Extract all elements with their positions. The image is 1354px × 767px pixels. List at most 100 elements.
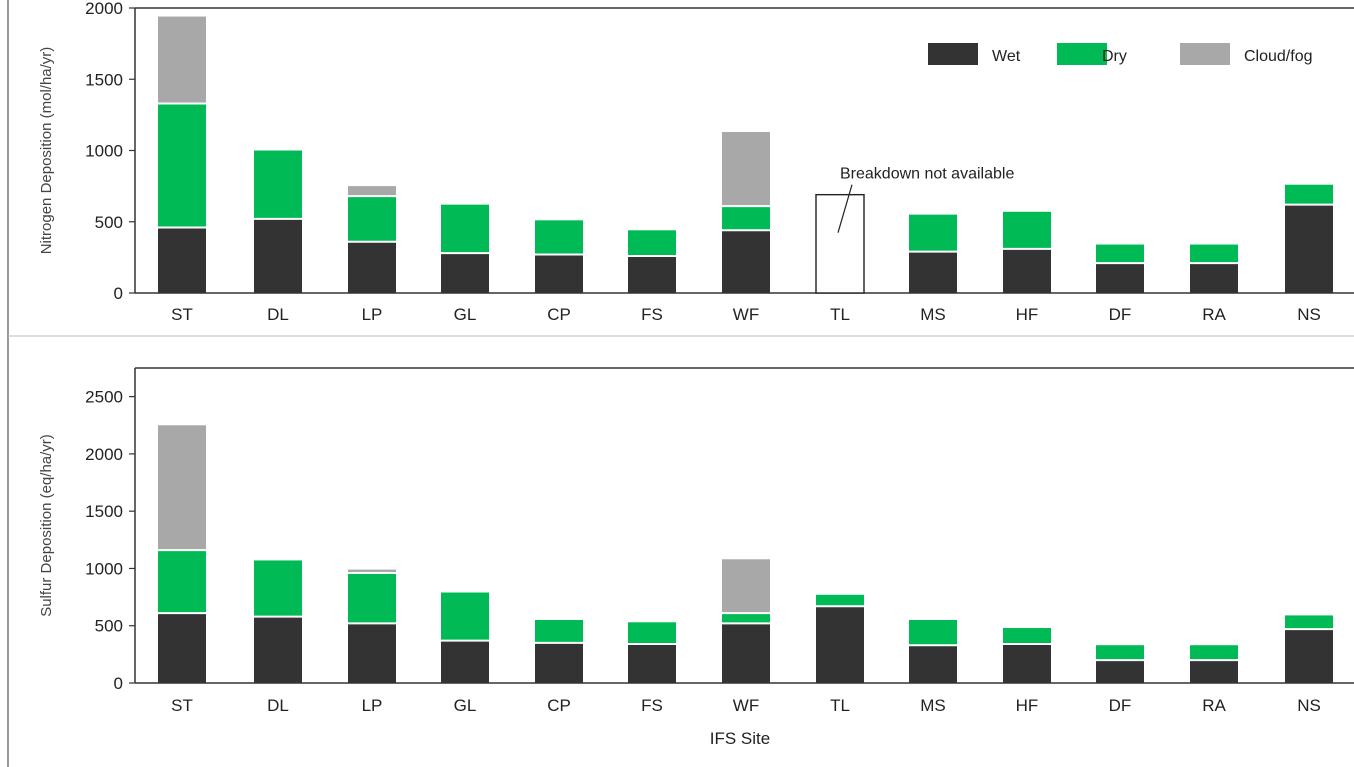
x-tick-label-df: DF bbox=[1109, 696, 1132, 715]
y-tick-label: 1000 bbox=[85, 559, 123, 578]
x-tick-label-ms: MS bbox=[920, 696, 946, 715]
x-tick-label-tl: TL bbox=[830, 696, 850, 715]
bar-wet-st bbox=[158, 227, 206, 293]
x-tick-label-tl: TL bbox=[830, 305, 850, 324]
x-tick-label-df: DF bbox=[1109, 305, 1132, 324]
x-tick-label-dl: DL bbox=[267, 696, 289, 715]
annotation-breakdown: Breakdown not available bbox=[840, 166, 1014, 183]
bar-wet-ms bbox=[909, 251, 957, 293]
x-tick-label-fs: FS bbox=[641, 305, 663, 324]
bar-wet-df bbox=[1096, 660, 1144, 683]
bar-dry-ra bbox=[1190, 244, 1238, 264]
legend: Wet Dry Cloud/fog bbox=[928, 43, 1313, 65]
legend-swatch-wet bbox=[928, 43, 978, 65]
x-tick-label-ra: RA bbox=[1202, 305, 1226, 324]
bar-wet-dl bbox=[254, 218, 302, 293]
bar-wet-df bbox=[1096, 263, 1144, 293]
bar-dry-ra bbox=[1190, 645, 1238, 661]
bar-wet-wf bbox=[722, 230, 770, 293]
bar-dry-hf bbox=[1003, 628, 1051, 645]
x-tick-label-cp: CP bbox=[547, 305, 571, 324]
bar-dry-wf bbox=[722, 206, 770, 231]
bar-cloud-wf bbox=[722, 131, 770, 207]
legend-label-cloud: Cloud/fog bbox=[1244, 48, 1313, 65]
sulfur-panel: 0 500 1000 1500 2000 2500 Sulfur Deposition (e… bbox=[38, 367, 1354, 715]
bar-cloud-st bbox=[158, 16, 206, 104]
bar-dry-dl bbox=[254, 150, 302, 219]
bar-dry-ms bbox=[909, 620, 957, 646]
bar-wet-lp bbox=[348, 241, 396, 293]
x-tick-label-ns: NS bbox=[1297, 305, 1321, 324]
bar-dry-tl bbox=[816, 594, 864, 607]
bar-wet-hf bbox=[1003, 248, 1051, 293]
x-tick-label-fs: FS bbox=[641, 696, 663, 715]
x-tick-label-wf: WF bbox=[733, 696, 759, 715]
bar-cloud-lp bbox=[348, 186, 396, 197]
legend-label-dry: Dry bbox=[1102, 48, 1127, 65]
y-tick-label: 2500 bbox=[85, 388, 123, 407]
bar-dry-st bbox=[158, 550, 206, 614]
y-tick-label: 500 bbox=[95, 617, 123, 636]
bar-wet-wf bbox=[722, 623, 770, 683]
bar-dry-ms bbox=[909, 214, 957, 252]
nitrogen-panel: 0 500 1000 1500 2000 Nitrogen Deposition (mol… bbox=[38, 0, 1354, 324]
bar-wet-ns bbox=[1285, 629, 1333, 683]
x-tick-label-lp: LP bbox=[362, 305, 383, 324]
y-axis-title: Nitrogen Deposition (mol/ha/yr) bbox=[38, 47, 55, 255]
bar-dry-st bbox=[158, 103, 206, 228]
y-tick-label: 0 bbox=[114, 674, 123, 693]
y-tick-label: 2000 bbox=[85, 0, 123, 18]
bar-wet-fs bbox=[628, 644, 676, 683]
x-tick-label-lp: LP bbox=[362, 696, 383, 715]
x-tick-label-dl: DL bbox=[267, 305, 289, 324]
y-tick-label: 0 bbox=[114, 284, 123, 303]
x-tick-label-hf: HF bbox=[1016, 696, 1039, 715]
bar-wet-st bbox=[158, 613, 206, 683]
bar-wet-ns bbox=[1285, 204, 1333, 293]
y-tick-label: 2000 bbox=[85, 445, 123, 464]
bar-dry-lp bbox=[348, 573, 396, 624]
bar-wet-hf bbox=[1003, 644, 1051, 683]
x-tick-label-hf: HF bbox=[1016, 305, 1039, 324]
x-tick-label-st: ST bbox=[171, 305, 193, 324]
bar-wet-ms bbox=[909, 645, 957, 683]
bar-dry-ns bbox=[1285, 615, 1333, 630]
bar-cloud-lp bbox=[348, 569, 396, 574]
bar-wet-ra bbox=[1190, 263, 1238, 293]
bar-dry-df bbox=[1096, 645, 1144, 661]
x-tick-label-st: ST bbox=[171, 696, 193, 715]
x-tick-label-gl: GL bbox=[454, 696, 477, 715]
bar-dry-cp bbox=[535, 620, 583, 643]
y-tick-label: 1500 bbox=[85, 502, 123, 521]
bar-wet-ra bbox=[1190, 660, 1238, 683]
bar-dry-ns bbox=[1285, 184, 1333, 205]
x-tick-label-ns: NS bbox=[1297, 696, 1321, 715]
x-tick-label-wf: WF bbox=[733, 305, 759, 324]
legend-swatch-dry bbox=[1057, 43, 1107, 65]
legend-label-wet: Wet bbox=[992, 48, 1021, 65]
x-tick-label-ms: MS bbox=[920, 305, 946, 324]
bar-wet-gl bbox=[441, 253, 489, 293]
bar-wet-lp bbox=[348, 623, 396, 683]
y-tick-label: 1000 bbox=[85, 142, 123, 161]
bar-wet-dl bbox=[254, 616, 302, 683]
x-tick-label-cp: CP bbox=[547, 696, 571, 715]
bar-dry-hf bbox=[1003, 211, 1051, 249]
y-axis-title: Sulfur Deposition (eq/ha/yr) bbox=[38, 434, 55, 617]
bar-wet-tl bbox=[816, 606, 864, 683]
x-tick-label-ra: RA bbox=[1202, 696, 1226, 715]
bar-dry-df bbox=[1096, 244, 1144, 264]
bar-dry-cp bbox=[535, 220, 583, 255]
bar-wet-cp bbox=[535, 254, 583, 293]
y-tick-label: 500 bbox=[95, 213, 123, 232]
bar-dry-gl bbox=[441, 592, 489, 641]
bar-dry-fs bbox=[628, 230, 676, 256]
legend-swatch-cloud bbox=[1180, 43, 1230, 65]
bar-wet-cp bbox=[535, 642, 583, 683]
bar-dry-lp bbox=[348, 196, 396, 242]
annotation-pointer bbox=[837, 184, 853, 233]
x-axis-title: IFS Site bbox=[710, 729, 770, 748]
bar-cloud-wf bbox=[722, 559, 770, 614]
bar-dry-wf bbox=[722, 613, 770, 624]
